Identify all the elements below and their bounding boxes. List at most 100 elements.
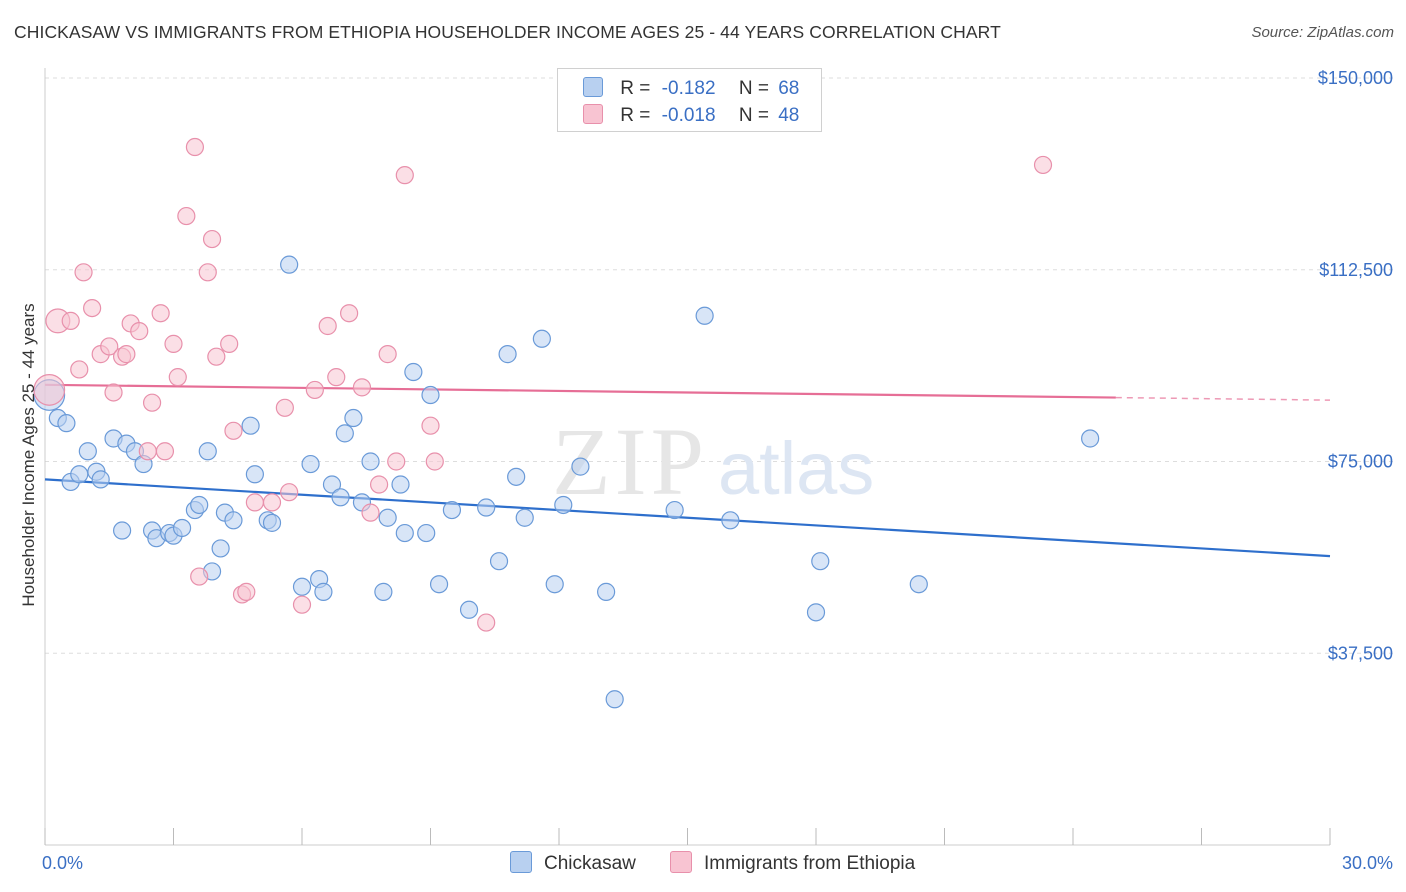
data-point: [429, 575, 449, 594]
data-point: [74, 263, 93, 282]
data-point: [597, 582, 616, 601]
data-point: [142, 393, 162, 412]
data-point: [305, 380, 324, 400]
data-point: [172, 518, 192, 538]
stats-legend-row-chickasaw: R = -0.182 N = 68: [583, 77, 799, 101]
data-point: [224, 511, 243, 530]
data-point: [532, 329, 551, 348]
data-point: [335, 424, 354, 443]
data-point: [605, 690, 624, 709]
data-point: [224, 421, 243, 440]
data-point: [378, 508, 397, 527]
data-point: [104, 383, 123, 402]
n-value: 48: [778, 105, 800, 126]
legend-label: Immigrants from Ethiopia: [704, 853, 916, 874]
stats-legend-row-ethiopia: R = -0.018 N = 48: [583, 104, 799, 128]
data-point: [292, 595, 312, 614]
data-point: [477, 613, 496, 632]
data-point: [70, 360, 89, 379]
legend-item-ethiopia: Immigrants from Ethiopia: [670, 851, 915, 875]
n-label: N =: [738, 78, 769, 99]
data-point: [378, 345, 397, 364]
y-axis-title: Householder Income Ages 25 - 44 years: [19, 303, 38, 606]
source-label: Source: ZipAtlas.com: [1251, 24, 1394, 41]
data-point: [545, 575, 564, 594]
data-point: [395, 523, 414, 543]
data-point: [695, 306, 714, 325]
data-point: [292, 577, 312, 596]
y-tick-label: $150,000: [1318, 68, 1393, 88]
r-label: R =: [620, 78, 651, 99]
data-point: [33, 374, 66, 406]
data-point: [318, 316, 337, 336]
y-tick-label: $112,500: [1319, 260, 1393, 280]
data-point: [275, 398, 294, 417]
scatter-points: [33, 137, 1100, 709]
data-point: [554, 495, 573, 515]
data-point: [91, 470, 110, 489]
data-point: [164, 334, 183, 353]
data-point: [477, 498, 496, 517]
data-point: [207, 347, 226, 366]
data-point: [340, 304, 359, 323]
legend-label: Chickasaw: [544, 853, 636, 874]
data-point: [155, 442, 175, 461]
data-point: [507, 467, 526, 486]
r-value: -0.182: [661, 78, 716, 99]
data-point: [421, 385, 440, 405]
data-point: [245, 465, 264, 484]
trend-line-extension: [1115, 396, 1331, 401]
data-point: [280, 255, 299, 274]
data-point: [220, 334, 239, 353]
data-point: [498, 345, 517, 364]
tick-labels: $37,500 $75,000 $112,500 $150,000 0.0% 30.0% H…: [19, 68, 1393, 873]
data-point: [202, 229, 222, 249]
r-label: R =: [620, 105, 651, 126]
r-value: -0.018: [661, 105, 716, 126]
data-point: [370, 475, 389, 494]
n-label: N =: [738, 105, 769, 126]
data-point: [237, 582, 256, 601]
data-point: [168, 368, 187, 387]
y-tick-label: $37,500: [1328, 643, 1393, 663]
data-point: [112, 521, 132, 540]
chart-title: CHICKASAW VS IMMIGRANTS FROM ETHIOPIA HO…: [14, 22, 1001, 42]
data-point: [417, 523, 436, 543]
data-point: [425, 452, 444, 471]
x-tick-label-start: 0.0%: [42, 853, 83, 873]
n-value: 68: [778, 78, 800, 99]
data-point: [344, 408, 363, 428]
data-point: [190, 495, 209, 515]
pink-swatch: [670, 851, 692, 873]
data-point: [211, 539, 230, 558]
data-point: [665, 500, 684, 520]
pink-swatch: [583, 104, 603, 124]
data-point: [138, 442, 157, 461]
data-point: [70, 465, 89, 484]
data-point: [811, 552, 830, 571]
data-point: [361, 452, 380, 471]
data-point: [515, 508, 534, 527]
x-tick-label-end: 30.0%: [1342, 853, 1393, 873]
y-tick-label: $75,000: [1328, 452, 1393, 472]
data-point: [459, 600, 479, 619]
data-point: [241, 416, 260, 435]
data-point: [57, 414, 76, 433]
trend-line: [44, 383, 1116, 399]
data-point: [489, 552, 509, 571]
data-point: [245, 493, 264, 512]
gridlines: [45, 77, 1395, 654]
data-point: [117, 345, 136, 364]
watermark-atlas: atlas: [718, 427, 874, 510]
data-point: [421, 416, 440, 435]
data-point: [395, 166, 414, 185]
axes: [44, 68, 1331, 846]
watermark: ZIP atlas: [552, 408, 874, 515]
data-point: [314, 582, 333, 601]
data-point: [806, 603, 826, 622]
data-point: [327, 368, 346, 387]
data-point: [1033, 155, 1053, 175]
legend-item-chickasaw: Chickasaw: [510, 851, 636, 875]
data-point: [198, 263, 217, 282]
